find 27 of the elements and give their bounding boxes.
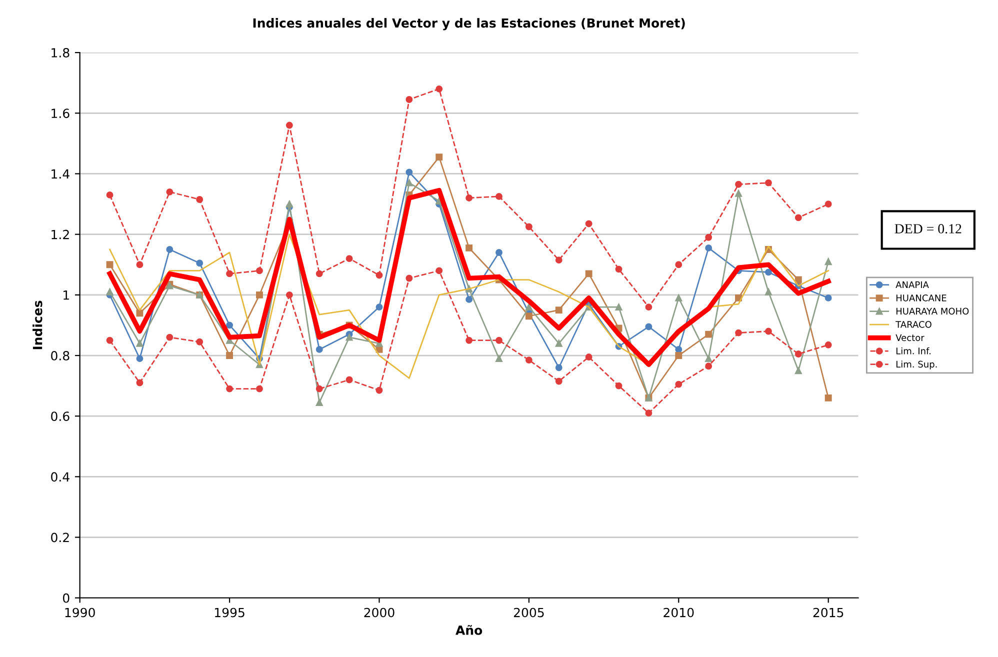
y-tick-label: 1.2 (52, 230, 69, 240)
text: DED = 0.12 (894, 224, 962, 234)
y-tick-label: 0.4 (51, 472, 70, 482)
x-tick-label: 2010 (664, 608, 694, 618)
y-tick-label: 0.2 (51, 532, 69, 542)
y-tick-label: 1 (64, 290, 69, 300)
y-tick-label: 1.6 (52, 108, 70, 118)
legend-label: ANAPIA (896, 281, 929, 288)
x-tick-label: 1990 (65, 608, 95, 618)
chart-title: Indices anuales del Vector y de las Estaciones (Brunet Moret) (253, 18, 685, 30)
legend-label: HUANCANE (896, 294, 946, 302)
y-axis-title: Indices (32, 300, 42, 350)
x-tick-label: 2000 (364, 608, 394, 618)
x-tick-label: 2015 (813, 608, 844, 618)
x-tick-label: 1995 (215, 608, 244, 618)
legend-label: Vector (896, 334, 924, 342)
y-tick-label: 1.8 (52, 48, 70, 58)
legend-label: Lim. Inf. (896, 347, 930, 354)
y-tick-label: 1.4 (52, 169, 70, 178)
x-tick-label: 2005 (514, 608, 544, 618)
legend-label: TARACO (896, 321, 932, 328)
y-tick-label: 0.8 (51, 350, 70, 360)
legend-label: HUARAYA MOHO (896, 308, 969, 315)
legend-label: Lim. Sup. (896, 360, 937, 370)
y-tick-label: 0.6 (51, 412, 70, 422)
x-axis-title: Año (456, 625, 482, 635)
y-tick-label: 0 (62, 593, 70, 603)
